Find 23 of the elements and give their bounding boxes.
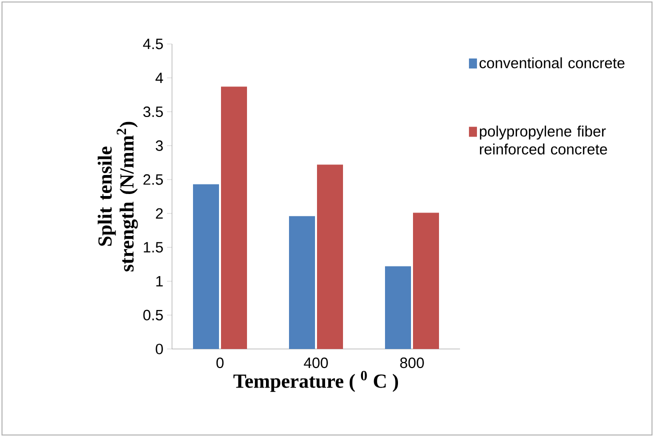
y-tick-label: 4.5 xyxy=(143,38,163,50)
y-axis-title: Split tensile strength (N/mm$^{2}$) xyxy=(98,122,138,272)
y-tick-label: 1.5 xyxy=(144,242,163,253)
legend-label: conventional concrete xyxy=(480,57,624,68)
y-tick-label: 2.5 xyxy=(143,174,163,185)
y-tick-label: 3 xyxy=(156,140,163,151)
bar xyxy=(221,86,247,349)
bar xyxy=(193,184,220,349)
y-tick-label: 2 xyxy=(156,208,163,219)
x-axis-title: Temperature ( $^{0}$ C ) xyxy=(233,370,398,392)
bar xyxy=(413,212,440,349)
y-tick-label: 0 xyxy=(156,344,163,354)
bar xyxy=(289,216,316,349)
y-tick-label: 4 xyxy=(156,72,164,84)
x-tick-label: 400 xyxy=(304,358,328,368)
y-tick-label: 1 xyxy=(156,276,163,286)
x-tick-label: 0 xyxy=(216,358,224,368)
bar xyxy=(385,266,412,349)
bar xyxy=(317,164,344,349)
x-tick-label: 800 xyxy=(400,358,424,368)
legend-label: polypropylene fiber reinforced concrete xyxy=(480,126,608,155)
y-tick-label: 0.5 xyxy=(143,310,163,320)
y-tick-label: 3.5 xyxy=(143,106,163,118)
